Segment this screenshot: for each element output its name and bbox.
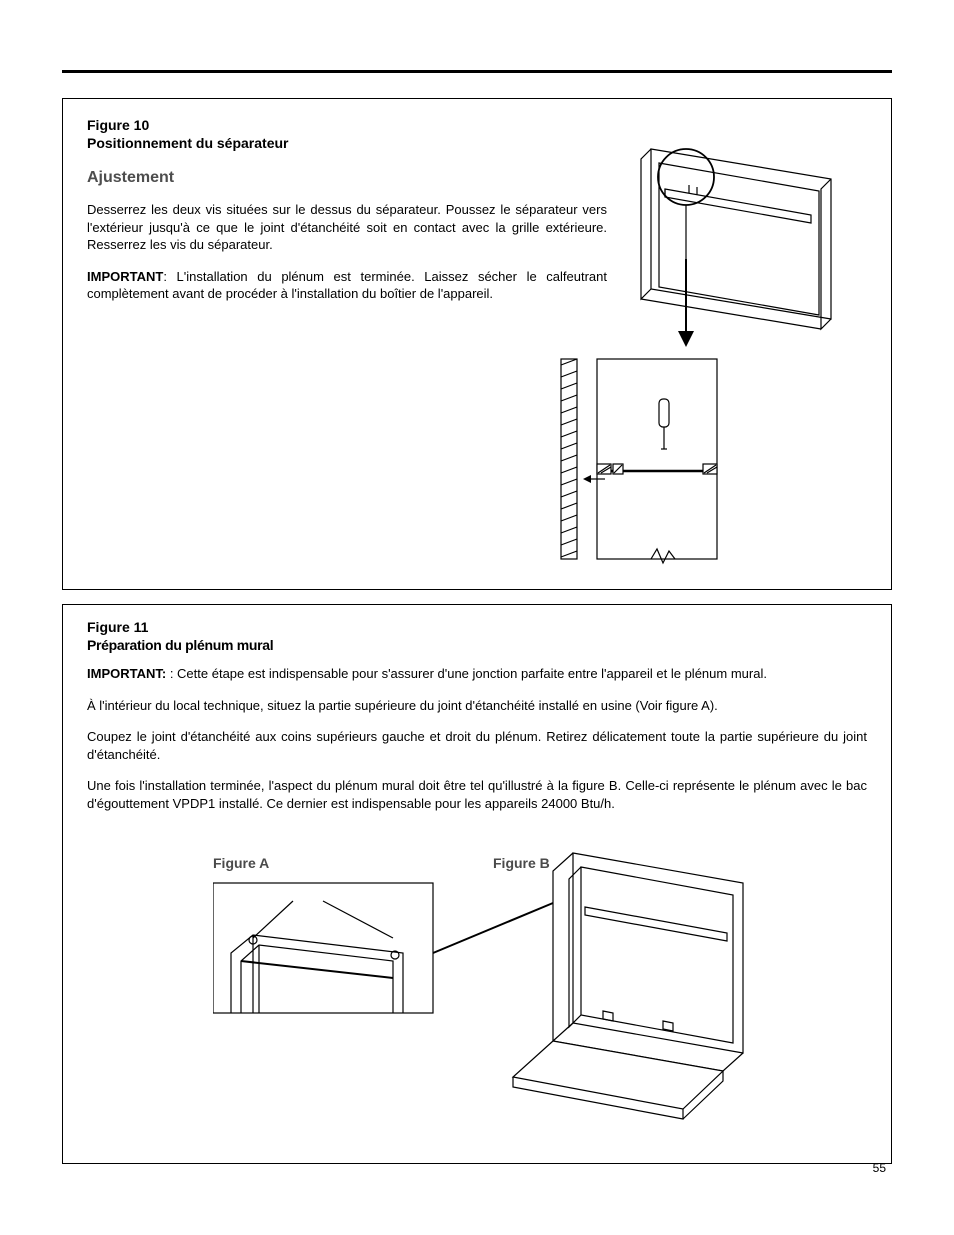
figure-11-title: Préparation du plénum mural <box>87 637 867 653</box>
fig11-important-label: IMPORTANT: <box>87 666 166 681</box>
fig11-important-text: : Cette étape est indispensable pour s'a… <box>166 666 767 681</box>
fig11-para3: Coupez le joint d'étanchéité aux coins s… <box>87 728 867 763</box>
figure-11-box: Figure 11 Préparation du plénum mural IM… <box>62 604 892 1164</box>
top-horizontal-rule <box>62 70 892 73</box>
fig10-heading: Ajustement <box>87 169 607 187</box>
fig11-para4: Une fois l'installation terminée, l'aspe… <box>87 777 867 812</box>
fig10-important: IMPORTANT: L'installation du plénum est … <box>87 268 607 303</box>
fig10-diagram <box>531 119 871 569</box>
fig10-important-text: : L'installation du plénum est terminée.… <box>87 269 607 302</box>
page-number: 55 <box>873 1161 886 1175</box>
fig11-para2: À l'intérieur du local technique, situez… <box>87 697 867 715</box>
figure-10-box: Figure 10 Positionnement du séparateur A… <box>62 98 892 590</box>
fig10-para1: Desserrez les deux vis situées sur le de… <box>87 201 607 254</box>
fig10-important-label: IMPORTANT <box>87 269 163 284</box>
fig11-diagram <box>213 843 773 1153</box>
figure-11-number: Figure 11 <box>87 619 867 635</box>
fig11-important: IMPORTANT: : Cette étape est indispensab… <box>87 665 867 683</box>
